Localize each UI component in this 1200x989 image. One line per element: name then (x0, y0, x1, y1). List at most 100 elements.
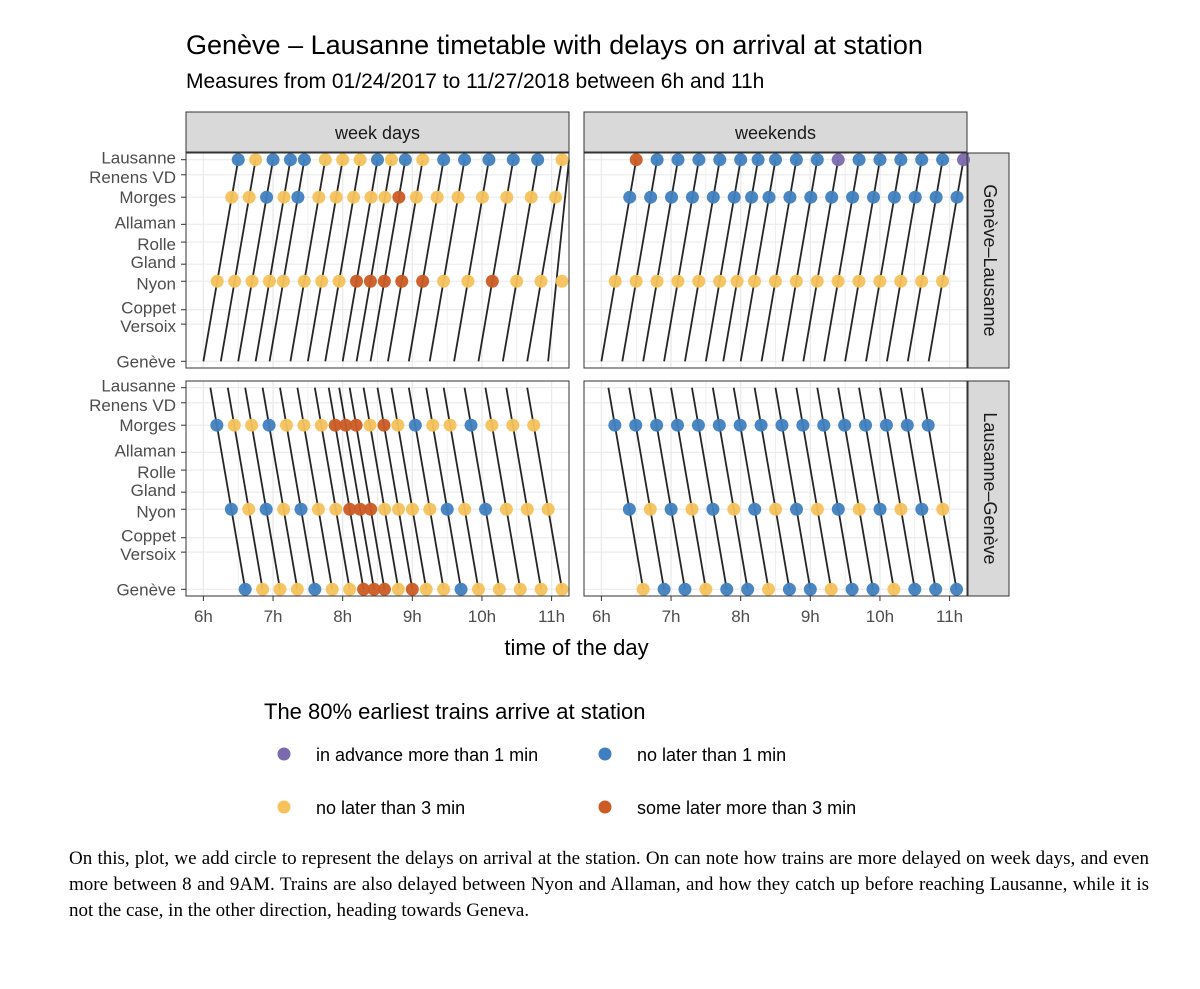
delay-point (437, 582, 451, 596)
y-tick-label: Rolle (137, 235, 176, 254)
y-tick-label: Nyon (136, 274, 176, 293)
delay-point (915, 502, 929, 516)
delay-point (249, 153, 263, 167)
facet-panel-3 (185, 380, 570, 597)
delay-point (510, 274, 524, 288)
legend-label: some later more than 3 min (637, 798, 856, 818)
facet-strip-row-label: Lausanne–Genève (980, 412, 1000, 564)
delay-point (513, 582, 527, 596)
chart-title: Genève – Lausanne timetable with delays … (186, 30, 923, 60)
delay-point (416, 274, 430, 288)
delay-point (260, 190, 274, 204)
delay-point (500, 190, 514, 204)
delay-point (692, 153, 706, 167)
delay-point (894, 502, 908, 516)
delay-point (297, 418, 311, 432)
delay-point (745, 190, 759, 204)
panel-border (185, 152, 570, 369)
delay-point (671, 153, 685, 167)
facet-panel-4 (583, 380, 968, 597)
delay-point (458, 153, 472, 167)
y-tick-label: Genève (116, 352, 176, 371)
delay-point (873, 153, 887, 167)
delay-point (734, 153, 748, 167)
legend-label: no later than 3 min (316, 798, 465, 818)
delay-point (541, 502, 555, 516)
delay-point (629, 418, 643, 432)
delay-point (349, 418, 363, 432)
y-tick-label: Morges (119, 188, 176, 207)
delay-point (706, 502, 720, 516)
legend-key-ontime (598, 747, 612, 761)
delay-point (328, 418, 342, 432)
delay-point (894, 153, 908, 167)
delay-point (343, 582, 357, 596)
y-tick-label: Renens VD (89, 396, 176, 415)
delay-point (266, 153, 280, 167)
delay-point (378, 502, 392, 516)
delay-point (622, 502, 636, 516)
y-tick-label: Gland (131, 481, 176, 500)
delay-point (859, 418, 873, 432)
delay-point (245, 274, 259, 288)
delay-point (308, 582, 322, 596)
delay-point (228, 274, 242, 288)
y-tick-label: Allaman (115, 441, 176, 460)
delay-point (644, 190, 658, 204)
delay-point (908, 190, 922, 204)
delay-point (224, 502, 238, 516)
figure-caption: On this, plot, we add circle to represen… (69, 848, 1149, 921)
delay-point (262, 274, 276, 288)
delay-point (699, 582, 713, 596)
delay-point (929, 190, 943, 204)
y-tick-label: Genève (116, 580, 176, 599)
delay-point (377, 582, 391, 596)
delay-point (936, 502, 950, 516)
delay-point (650, 418, 664, 432)
panel-border (583, 380, 968, 597)
delay-point (325, 582, 339, 596)
facet-panel-2 (583, 152, 971, 369)
delay-point (430, 190, 444, 204)
delay-point (343, 502, 357, 516)
delay-point (852, 274, 866, 288)
facet-strip-col-label: week days (334, 123, 420, 143)
delay-point (643, 502, 657, 516)
delay-point (315, 274, 329, 288)
delay-point (775, 418, 789, 432)
delay-point (339, 418, 353, 432)
delay-point (796, 418, 810, 432)
delay-point (664, 502, 678, 516)
x-tick-label: 9h (801, 607, 820, 626)
delay-point (506, 418, 520, 432)
delay-point (804, 190, 818, 204)
y-tick-label: Coppet (121, 527, 176, 546)
delay-point (524, 190, 538, 204)
legend-title: The 80% earliest trains arrive at statio… (264, 699, 646, 724)
delay-point (657, 582, 671, 596)
legend-key-late3 (277, 800, 291, 814)
delay-point (353, 502, 367, 516)
x-tick-label: 10h (866, 607, 894, 626)
delay-point (810, 274, 824, 288)
delay-point (671, 274, 685, 288)
x-axis-title: time of the day (504, 635, 648, 660)
delay-point (347, 190, 361, 204)
delay-point (443, 418, 457, 432)
delay-point (395, 274, 409, 288)
delay-point (810, 502, 824, 516)
x-tick-label: 7h (662, 607, 681, 626)
legend-item-ontime: no later than 1 min (598, 745, 786, 765)
delay-point (608, 274, 622, 288)
delay-point (921, 418, 935, 432)
delay-point (555, 274, 569, 288)
delay-point (437, 274, 451, 288)
delay-point (350, 274, 364, 288)
y-tick-label: Renens VD (89, 168, 176, 187)
delay-point (915, 153, 929, 167)
delay-point (353, 153, 367, 167)
delay-point (733, 418, 747, 432)
delay-point (242, 190, 256, 204)
y-tick-label: Nyon (136, 502, 176, 521)
delay-point (464, 418, 478, 432)
